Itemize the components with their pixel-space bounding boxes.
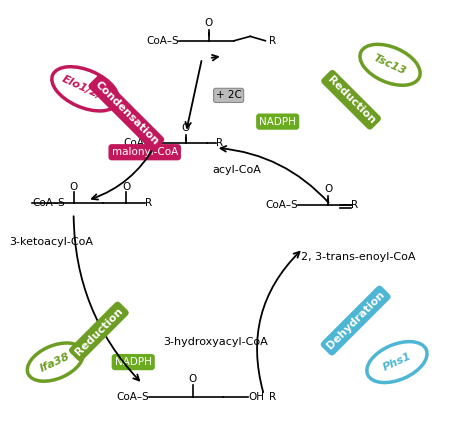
- Text: R: R: [351, 200, 358, 210]
- Text: Reduction: Reduction: [325, 74, 377, 125]
- Text: R: R: [269, 392, 276, 402]
- Text: OH: OH: [248, 392, 264, 402]
- Text: 3-hydroxyacyl-CoA: 3-hydroxyacyl-CoA: [164, 337, 268, 348]
- Text: malonyl-CoA: malonyl-CoA: [111, 147, 178, 157]
- Text: CoA–S: CoA–S: [117, 392, 149, 402]
- Text: Reduction: Reduction: [73, 306, 125, 357]
- Text: Ifa38: Ifa38: [39, 351, 72, 374]
- Text: O: O: [205, 18, 213, 29]
- Text: Tsc13: Tsc13: [372, 53, 408, 77]
- Text: NADPH: NADPH: [115, 357, 152, 367]
- Text: R: R: [145, 198, 152, 208]
- Text: CoA–S: CoA–S: [123, 139, 156, 148]
- Text: CoA–S: CoA–S: [32, 198, 65, 208]
- Text: R: R: [216, 139, 223, 148]
- Ellipse shape: [367, 341, 427, 382]
- Text: Dehydration: Dehydration: [325, 290, 386, 352]
- Text: O: O: [182, 123, 190, 132]
- Text: CoA–S: CoA–S: [265, 200, 298, 210]
- Text: R: R: [269, 36, 276, 46]
- Text: O: O: [122, 182, 130, 191]
- Text: O: O: [70, 182, 78, 191]
- Text: acyl-CoA: acyl-CoA: [212, 165, 261, 175]
- Text: Phs1: Phs1: [381, 351, 413, 373]
- Ellipse shape: [52, 67, 118, 111]
- Text: + 2C: + 2C: [216, 90, 242, 100]
- Text: 3-ketoacyl-CoA: 3-ketoacyl-CoA: [9, 237, 93, 247]
- Text: NADPH: NADPH: [259, 117, 296, 127]
- Ellipse shape: [360, 44, 420, 85]
- Text: CoA–S: CoA–S: [146, 36, 179, 46]
- Text: O: O: [324, 184, 332, 194]
- Text: O: O: [189, 374, 197, 384]
- Text: Elo1/2/3: Elo1/2/3: [60, 73, 110, 104]
- Ellipse shape: [27, 343, 83, 381]
- Text: 2, 3-trans-enoyl-CoA: 2, 3-trans-enoyl-CoA: [301, 252, 415, 262]
- Text: Condensation: Condensation: [92, 79, 160, 147]
